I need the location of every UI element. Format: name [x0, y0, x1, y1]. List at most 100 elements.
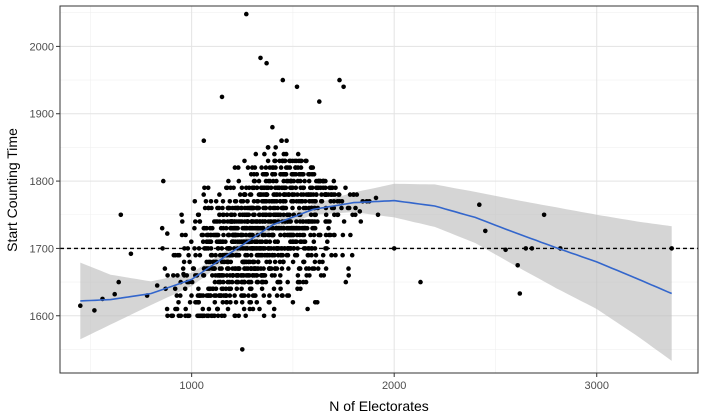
data-point: [296, 172, 302, 177]
data-point: [249, 286, 254, 292]
data-point: [320, 252, 326, 258]
data-point: [298, 286, 303, 292]
data-point: [206, 205, 211, 211]
data-point: [233, 252, 239, 258]
data-point: [317, 99, 322, 104]
data-point: [312, 259, 318, 265]
data-point: [296, 199, 302, 204]
data-point: [248, 300, 254, 305]
data-point: [321, 178, 326, 184]
data-point: [271, 178, 276, 184]
data-point: [281, 192, 287, 197]
data-point: [159, 225, 165, 231]
data-point: [187, 300, 193, 305]
data-point: [289, 199, 294, 204]
smooth-line: [80, 199, 673, 302]
data-point: [181, 271, 186, 277]
data-point: [339, 199, 345, 204]
data-point: [241, 192, 247, 197]
data-point: [250, 185, 255, 191]
data-point: [328, 199, 334, 204]
data-point: [346, 266, 351, 271]
data-point: [261, 273, 267, 278]
data-point: [297, 279, 303, 285]
data-point: [219, 94, 225, 100]
y-tick-label: 2000: [30, 41, 54, 53]
data-point: [293, 165, 298, 170]
data-point: [187, 259, 192, 265]
data-point: [254, 199, 260, 204]
confidence-band: [80, 183, 672, 361]
data-point: [261, 293, 267, 298]
data-point: [174, 306, 180, 312]
data-point: [274, 293, 280, 298]
data-point: [266, 266, 272, 271]
data-point: [515, 263, 520, 268]
data-point: [341, 84, 346, 90]
data-point: [206, 239, 212, 244]
data-point: [225, 306, 231, 312]
data-point: [246, 293, 251, 298]
data-point: [213, 286, 219, 292]
data-point: [236, 178, 242, 184]
data-point: [295, 151, 301, 157]
data-point: [261, 279, 266, 285]
data-point: [242, 225, 247, 231]
data-point: [193, 300, 198, 305]
plot-border: [59, 5, 699, 374]
data-point: [217, 252, 223, 258]
data-point: [311, 232, 317, 238]
data-point: [271, 313, 277, 319]
data-point: [286, 266, 291, 271]
data-point: [236, 219, 242, 224]
data-point: [286, 293, 292, 298]
data-point: [220, 286, 226, 292]
data-point: [78, 303, 83, 309]
data-point: [224, 212, 230, 218]
data-point: [277, 158, 282, 164]
data-point: [253, 151, 259, 157]
data-point: [300, 172, 305, 177]
data-point: [245, 165, 251, 170]
data-point: [310, 266, 315, 271]
data-point: [255, 259, 261, 265]
data-point: [272, 205, 278, 211]
data-point: [92, 308, 97, 313]
data-point: [202, 185, 207, 191]
data-point: [236, 313, 241, 319]
y-tick-label: 1800: [30, 176, 54, 188]
data-point: [273, 185, 278, 191]
data-point: [307, 172, 312, 177]
data-point: [277, 199, 283, 204]
data-point: [183, 232, 188, 238]
data-point: [252, 225, 258, 231]
data-point: [189, 293, 194, 298]
data-point: [247, 192, 253, 197]
data-point: [286, 192, 292, 197]
data-point: [165, 313, 170, 319]
data-point: [319, 192, 324, 197]
data-point: [254, 185, 260, 191]
data-point: [242, 219, 248, 224]
data-point: [301, 279, 306, 285]
data-point: [200, 293, 206, 298]
data-point: [264, 60, 269, 66]
data-point: [320, 259, 325, 265]
data-point: [289, 192, 295, 197]
data-point: [213, 199, 219, 204]
data-point: [273, 158, 278, 164]
data-point: [343, 185, 348, 191]
data-point: [312, 225, 318, 231]
data-point: [305, 306, 310, 312]
data-point: [207, 286, 212, 292]
data-point: [306, 219, 312, 224]
data-point: [340, 232, 346, 238]
data-point: [212, 313, 217, 319]
data-point: [250, 306, 256, 312]
data-point: [293, 239, 299, 244]
data-point: [128, 251, 134, 257]
data-point: [258, 55, 263, 61]
data-point: [220, 212, 226, 218]
data-point: [242, 259, 247, 265]
data-point: [314, 178, 319, 184]
